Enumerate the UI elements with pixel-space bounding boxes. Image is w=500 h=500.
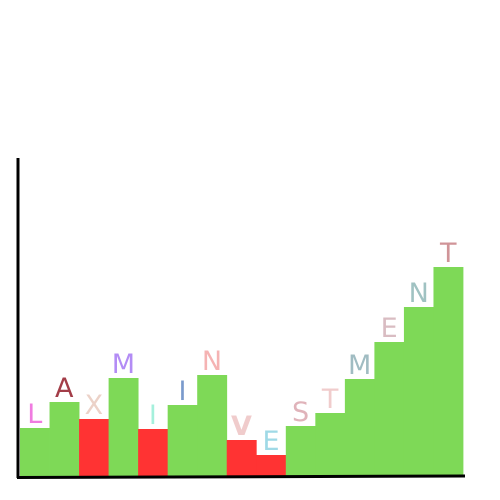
bar-label-4: I [149,400,157,431]
x-axis [16,474,466,479]
bar-0 [20,428,50,476]
bar-3 [108,378,139,476]
bar-5 [167,405,198,476]
bar-label-10: T [321,384,339,415]
bar-11 [344,379,375,476]
bar-label-1: A [55,373,74,404]
bar-label-0: L [27,399,42,430]
bar-label-7: V [231,411,252,442]
bar-13 [403,307,434,476]
bar-6 [197,375,228,476]
bar-label-8: E [262,426,279,457]
bar-4 [138,429,169,476]
bar-label-14: T [439,238,457,269]
bars-group [20,267,464,476]
bar-9 [285,426,316,476]
bar-label-5: I [178,376,186,407]
bar-label-13: N [409,278,429,309]
bar-14 [433,267,464,476]
bar-8 [256,455,287,476]
bar-1 [49,402,80,476]
bar-7 [226,440,257,476]
bar-label-6: N [202,346,222,377]
bar-label-9: S [292,397,309,428]
bar-label-12: E [381,313,398,344]
bar-label-11: M [348,350,371,381]
bar-10 [315,413,346,476]
bar-2 [79,419,109,476]
bar-12 [374,342,405,476]
bar-label-2: X [85,390,104,421]
bar-label-3: M [112,349,135,380]
